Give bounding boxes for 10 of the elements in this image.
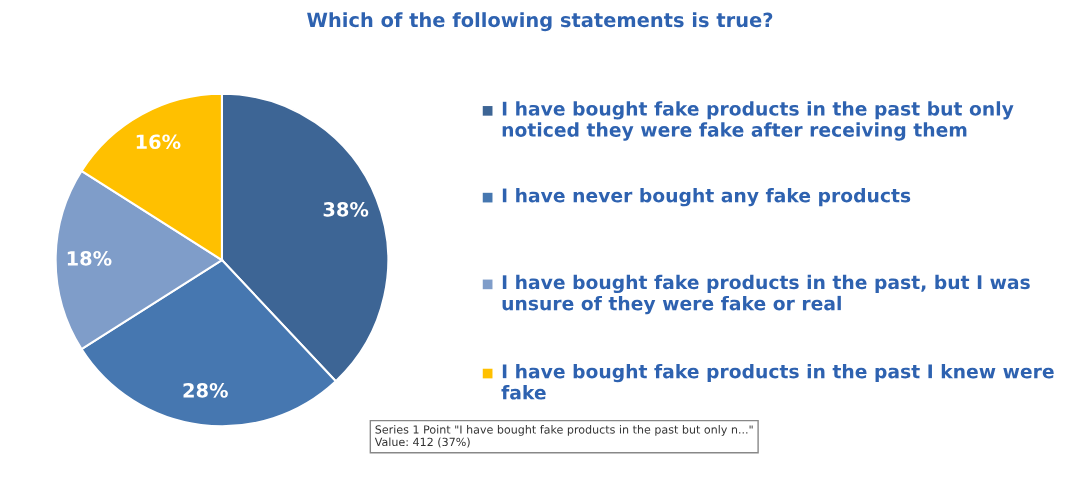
data-label: 38% bbox=[323, 201, 369, 217]
legend-label: I have bought fake products in the past but only noticed they were fake after receiving them bbox=[502, 101, 1014, 141]
legend-label: I have bought fake products in the past I knew were fake bbox=[501, 363, 1054, 400]
chart-title: Which of the following statements is true? bbox=[307, 12, 773, 32]
text: Series 1 Point "I have bought fake products in the past but only n..." Value: 412 (37%) bbox=[374, 425, 753, 448]
data-label: 28% bbox=[183, 382, 228, 398]
legend-label: I have never bought any fake products bbox=[502, 187, 911, 207]
data-label: 16% bbox=[136, 134, 181, 150]
legend-label: I have bought fake products in the past, but I was unsure of they were fake or real bbox=[502, 274, 1030, 315]
data-label: 18% bbox=[67, 250, 112, 266]
